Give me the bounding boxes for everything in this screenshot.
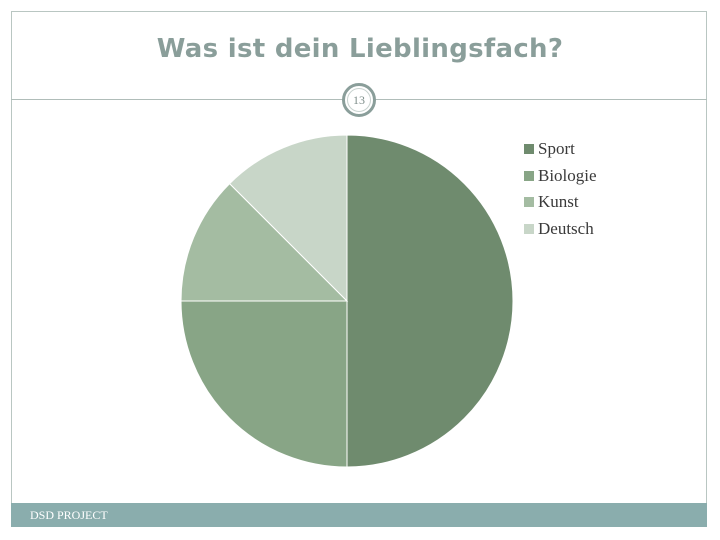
legend-item-biologie: Biologie	[524, 163, 597, 190]
pie-slice-sport	[346, 134, 514, 468]
legend-swatch	[524, 170, 534, 181]
pie-slice-kunst	[180, 182, 349, 302]
legend-label: Deutsch	[538, 218, 594, 238]
legend-item-kunst: Kunst	[524, 189, 597, 216]
legend-label: Sport	[538, 139, 575, 159]
footer-label: DSD PROJECT	[30, 508, 108, 522]
legend-label: Kunst	[538, 192, 579, 212]
page-number: 13	[353, 92, 365, 107]
page-number-badge: 13	[342, 83, 376, 117]
slide-title: Was ist dein Lieblingsfach?	[156, 34, 564, 64]
legend-swatch	[524, 144, 534, 155]
legend-label: Biologie	[538, 165, 597, 185]
pie-slice-deutsch	[228, 134, 348, 303]
pie-slice-biologie	[180, 300, 348, 468]
legend-swatch	[524, 223, 534, 234]
legend-item-deutsch: Deutsch	[524, 216, 597, 243]
footer-bar: DSD PROJECT	[11, 503, 707, 527]
legend-item-sport: Sport	[524, 136, 597, 163]
legend-swatch	[524, 197, 534, 208]
chart-legend: Sport Biologie Kunst Deutsch	[524, 136, 597, 242]
